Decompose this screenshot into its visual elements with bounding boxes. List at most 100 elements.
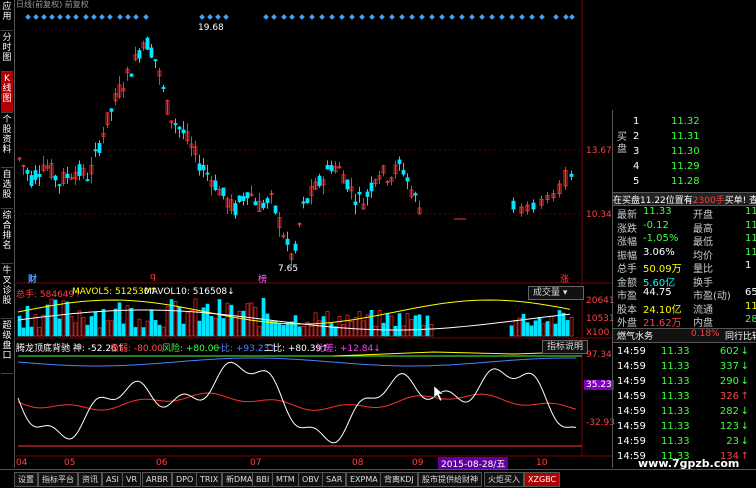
signal-diamond (529, 14, 535, 20)
candle-body (531, 202, 536, 210)
volume-bar (541, 323, 546, 337)
signal-diamond (429, 14, 435, 20)
candle-body (539, 198, 544, 206)
indicator-tab[interactable]: EXPMA (346, 472, 382, 487)
trade-volume: 290 (719, 376, 739, 387)
signal-diamond (207, 14, 213, 20)
indicator-tab[interactable]: DPO (172, 472, 198, 487)
sidebar-item-diagnosis[interactable]: 牛叉诊股 (1, 264, 13, 319)
alert-bar[interactable]: 在买盘11.22位置有2300手买单! 查看 (613, 192, 756, 206)
event-marker-finance[interactable]: 财 (28, 275, 38, 285)
indicator-tab[interactable]: XZGBC (524, 472, 561, 487)
oscillator-line (17, 361, 577, 444)
candle-body (101, 132, 106, 137)
volume-bar (405, 313, 410, 337)
candle-body (297, 223, 302, 225)
order-book-row[interactable]: 3 11.30 (613, 146, 756, 160)
mavol10-line (17, 309, 571, 331)
quote-panel: 买盘 1 11.32 2 11.31 3 11.30 4 11.29 5 11.28 在买盘11.… (612, 110, 756, 468)
sidebar-item-watchlist[interactable]: 自选股 (1, 168, 13, 209)
chevron-down-icon: ▾ (562, 288, 568, 298)
order-book-row[interactable]: 4 11.29 (613, 161, 756, 175)
date-axis-label: 04 (16, 458, 28, 468)
trade-row: 14:59 11.33 602 ↓ (613, 346, 756, 359)
signal-diamond (91, 14, 97, 20)
candle-body (201, 164, 206, 171)
candle-body (389, 176, 394, 182)
signal-diamond (369, 14, 375, 20)
volume-bar (129, 308, 134, 337)
indicator-help-button[interactable]: 指标说明 (542, 340, 589, 354)
indicator-tab[interactable]: ARBR (142, 472, 173, 487)
event-marker-ranking[interactable]: 榜 (258, 275, 268, 285)
candle-body (181, 129, 186, 134)
volume-bar (77, 310, 82, 337)
volume-bar (317, 320, 322, 337)
quote-value: 11 (745, 246, 756, 258)
sidebar-item-level2[interactable]: 超级盘口 (1, 319, 13, 374)
signal-diamond (133, 14, 139, 20)
trade-volume: 602 (719, 346, 739, 357)
sidebar-item-intraday[interactable]: 分时图 (1, 31, 13, 72)
quote-value: 3.06% (643, 246, 675, 258)
indicator-tab[interactable]: 设置 (14, 472, 38, 487)
candle-body (511, 200, 516, 210)
candle-body (45, 165, 50, 169)
date-axis-label: 09 (412, 458, 424, 468)
trade-volume: 337 (719, 361, 739, 372)
indicator-tab[interactable]: TRIX (196, 472, 223, 487)
quote-label: 市盈 (617, 291, 637, 302)
sidebar-item-stock-info[interactable]: 个股资料 (1, 113, 13, 168)
indicator-tab[interactable]: BBI (252, 472, 274, 487)
candle-body (281, 235, 286, 238)
signal-diamond (223, 14, 229, 20)
candle-body (73, 172, 78, 180)
event-marker[interactable]: q (150, 272, 156, 282)
trade-direction-icon: ↓ (740, 376, 749, 387)
sidebar-item-ranking[interactable]: 综合排名 (1, 209, 13, 264)
order-book-row[interactable]: 2 11.31 (613, 131, 756, 145)
candle-body (93, 149, 98, 152)
indicator-tab[interactable]: 火炬买入 (484, 472, 524, 487)
chart-area[interactable]: 19.68 7.65 13.67 10.34 财 q 榜 涨 总手: 58464… (14, 0, 615, 470)
volume-bar (157, 324, 162, 337)
indicator-tab[interactable]: MTM (272, 472, 299, 487)
indicator-tab[interactable]: 资讯 (78, 472, 102, 487)
volume-bar (289, 321, 294, 337)
volume-bar (401, 325, 406, 337)
event-marker-limit-up[interactable]: 涨 (560, 275, 570, 285)
indicator-tab[interactable]: OBV (298, 472, 324, 487)
signal-diamond (469, 14, 475, 20)
sidebar-item-apps[interactable]: 应用 (1, 0, 13, 31)
indicator-tab[interactable]: 指标平台 (38, 472, 78, 487)
industry-bar[interactable]: 燃气水务 0.18% 同行比较 (613, 328, 756, 343)
indicator-tab[interactable]: SAR (322, 472, 347, 487)
candle-body (17, 157, 22, 160)
alert-link[interactable]: 买单! 查看 (724, 196, 756, 206)
candle-body (189, 143, 194, 148)
indicator-tab[interactable]: 股市提供给财神 (418, 472, 482, 487)
signal-diamond (399, 14, 405, 20)
candle-body (377, 175, 382, 180)
candle-body (89, 164, 94, 175)
volume-bar (561, 312, 566, 337)
indicator-dropdown[interactable]: 成交量 ▾ (528, 286, 584, 300)
sidebar-item-kline[interactable]: K线图 (1, 72, 13, 113)
industry-compare-button[interactable]: 同行比较 (725, 332, 756, 342)
candle-body (133, 54, 138, 61)
volume-bar (261, 297, 266, 337)
candle-body (33, 170, 38, 180)
indicator-tab[interactable]: VR (122, 472, 142, 487)
trade-time: 14:59 (617, 406, 646, 417)
volume-bar (153, 320, 158, 337)
volume-bar (389, 315, 394, 337)
candle-body (161, 86, 166, 89)
volume-bar (269, 320, 274, 337)
order-book-row[interactable]: 1 11.32 (613, 116, 756, 130)
candle-body (85, 179, 90, 182)
signal-diamond (215, 14, 221, 20)
signal-diamond (25, 14, 31, 20)
order-book-row[interactable]: 5 11.28 (613, 176, 756, 190)
indicator-tab[interactable]: 背离KDJ (380, 472, 418, 487)
indicator-tab[interactable]: ASI (102, 472, 123, 487)
